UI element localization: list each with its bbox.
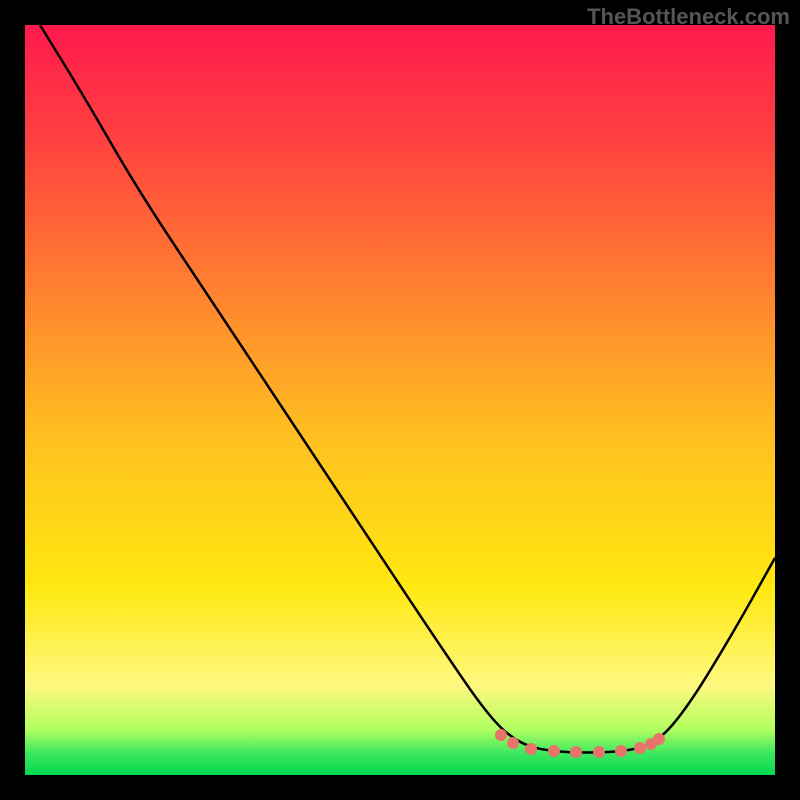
- data-marker: [593, 746, 605, 758]
- markers-layer: [25, 25, 775, 755]
- data-marker: [653, 733, 665, 745]
- data-marker: [548, 745, 560, 757]
- data-marker: [615, 745, 627, 757]
- data-marker: [634, 742, 646, 754]
- data-marker: [525, 743, 537, 755]
- data-marker: [507, 737, 519, 749]
- data-marker: [570, 746, 582, 758]
- attribution-text: TheBottleneck.com: [587, 4, 790, 30]
- data-marker: [495, 729, 507, 741]
- chart-plot-area: [25, 25, 775, 755]
